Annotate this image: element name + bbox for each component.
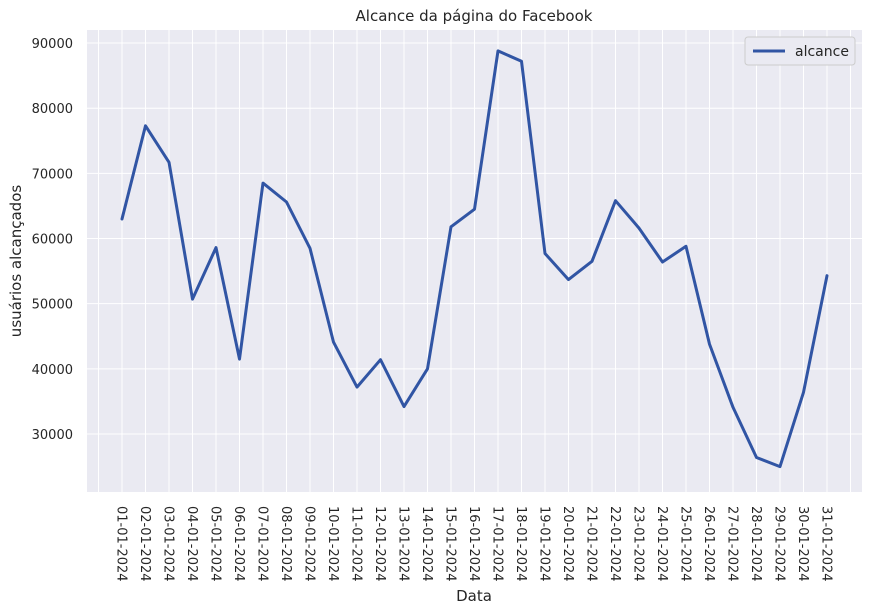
x-tick-label: 16-01-2024 [466, 506, 481, 582]
x-tick-label: 10-01-2024 [325, 506, 340, 582]
x-tick-label: 01-01-2024 [114, 506, 129, 582]
x-axis-ticks: 01-01-2024 02-01-2024 03-01-2024 04-01-2024… [114, 506, 834, 582]
x-tick-label: 15-01-2024 [443, 506, 458, 582]
y-tick-label: 60000 [32, 233, 73, 248]
x-tick-label: 18-01-2024 [513, 506, 528, 582]
x-tick-label: 19-01-2024 [537, 506, 552, 582]
legend-label-alcance: alcance [795, 44, 849, 60]
x-tick-label: 14-01-2024 [419, 506, 434, 582]
y-tick-label: 30000 [32, 428, 73, 443]
y-tick-label: 50000 [32, 298, 73, 313]
y-tick-label: 80000 [32, 102, 73, 117]
chart-title: Alcance da página do Facebook [356, 7, 593, 25]
y-tick-label: 70000 [32, 167, 73, 182]
x-tick-label: 02-01-2024 [137, 506, 152, 582]
x-tick-label: 23-01-2024 [631, 506, 646, 582]
x-tick-label: 12-01-2024 [372, 506, 387, 582]
y-axis-label: usuários alcançados [7, 185, 25, 338]
x-tick-label: 08-01-2024 [278, 506, 293, 582]
x-tick-label: 30-01-2024 [795, 506, 810, 582]
x-tick-label: 17-01-2024 [490, 506, 505, 582]
x-tick-label: 05-01-2024 [208, 506, 223, 582]
x-tick-label: 11-01-2024 [349, 506, 364, 582]
series-line-alcance [120, 49, 829, 469]
x-tick-label: 03-01-2024 [161, 506, 176, 582]
series-layer [120, 49, 829, 469]
x-tick-label: 26-01-2024 [701, 506, 716, 582]
x-tick-label: 31-01-2024 [819, 506, 834, 582]
x-tick-label: 21-01-2024 [584, 506, 599, 582]
legend: alcance [744, 36, 856, 66]
x-tick-label: 09-01-2024 [302, 506, 317, 582]
x-tick-label: 27-01-2024 [725, 506, 740, 582]
x-tick-label: 22-01-2024 [607, 506, 622, 582]
x-tick-label: 13-01-2024 [396, 506, 411, 582]
x-tick-label: 07-01-2024 [255, 506, 270, 582]
x-tick-label: 25-01-2024 [678, 506, 693, 582]
y-axis-ticks: 30000 40000 50000 60000 70000 80000 90000 [32, 37, 73, 443]
x-axis-label: Data [456, 587, 492, 605]
y-tick-label: 40000 [32, 363, 73, 378]
legend-box [744, 36, 856, 66]
x-tick-label: 28-01-2024 [748, 506, 763, 582]
x-tick-label: 20-01-2024 [560, 506, 575, 582]
x-tick-label: 29-01-2024 [772, 506, 787, 582]
x-tick-label: 24-01-2024 [654, 506, 669, 582]
x-tick-label: 04-01-2024 [184, 506, 199, 582]
x-tick-label: 06-01-2024 [231, 506, 246, 582]
y-tick-label: 90000 [32, 37, 73, 52]
